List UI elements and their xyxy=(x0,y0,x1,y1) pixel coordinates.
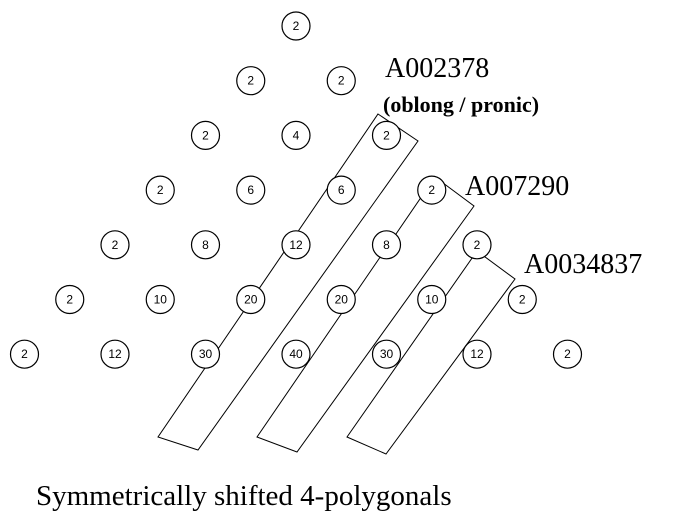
triangle-node-value: 6 xyxy=(338,183,345,197)
triangle-node-circle xyxy=(236,66,266,96)
triangle-node-value: 30 xyxy=(199,347,213,361)
triangle-node-circle xyxy=(145,175,175,205)
triangle-node-circle xyxy=(9,339,40,369)
triangle-node-value: 2 xyxy=(112,238,119,252)
triangle-node-value: 20 xyxy=(335,293,349,307)
triangle-node-circle xyxy=(326,175,356,205)
triangle-node-circle xyxy=(100,339,130,369)
triangle-node-value: 20 xyxy=(244,293,258,307)
triangle-node-circle xyxy=(371,120,402,150)
triangle-node-circle xyxy=(462,339,492,369)
diagonal-bands xyxy=(157,113,516,455)
triangle-node-value: 10 xyxy=(425,293,439,307)
triangle-node-value: 2 xyxy=(428,183,435,197)
triangle-node-circle xyxy=(236,284,266,315)
triangle-node-value: 2 xyxy=(157,183,164,197)
triangle-node-circle xyxy=(236,175,266,205)
label-oblong-pronic: (oblong / pronic) xyxy=(383,92,539,117)
triangle-node-value: 2 xyxy=(21,347,28,361)
triangle-node-circle xyxy=(145,284,175,315)
triangle-node-circle xyxy=(281,230,311,260)
triangle-node-circle xyxy=(462,230,492,260)
band-a0034837 xyxy=(346,250,516,455)
triangle-node-circle xyxy=(507,284,537,315)
triangle-node-value: 8 xyxy=(383,238,390,252)
label-a0034837: A0034837 xyxy=(524,249,642,280)
label-a007290: A007290 xyxy=(465,171,569,202)
triangle-node-circle xyxy=(371,339,402,369)
number-nodes: 2 2 2 2 4 2 2 6 6 2 2 8 12 8 2 2 10 20 20 10 2 2 12 30 40 30 12 2 xyxy=(9,11,583,369)
triangle-node-circle xyxy=(55,284,85,315)
triangle-node-value: 8 xyxy=(202,238,209,252)
triangle-node-value: 30 xyxy=(380,347,394,361)
triangle-node-value: 6 xyxy=(247,183,254,197)
triangle-node-value: 40 xyxy=(289,347,303,361)
triangle-node-circle xyxy=(281,339,311,369)
band-a007290 xyxy=(256,176,475,453)
triangle-node-circle xyxy=(326,284,356,315)
triangle-node-value: 2 xyxy=(293,19,300,33)
triangle-node-circle xyxy=(552,339,583,369)
triangle-node-value: 12 xyxy=(108,347,122,361)
triangle-node-value: 2 xyxy=(338,74,345,88)
triangle-node-circle xyxy=(190,230,221,260)
triangle-node-value: 2 xyxy=(383,128,390,142)
triangle-node-circle xyxy=(281,11,311,41)
triangle-node-circle xyxy=(417,175,447,205)
triangle-node-value: 2 xyxy=(474,238,481,252)
triangle-node-value: 10 xyxy=(154,293,168,307)
triangle-node-value: 2 xyxy=(564,347,571,361)
diagram-caption: Symmetrically shifted 4-polygonals xyxy=(36,480,452,512)
triangle-node-value: 4 xyxy=(293,128,300,142)
band-a002378 xyxy=(157,113,419,451)
triangle-node-circle xyxy=(190,339,221,369)
label-a002378: A002378 xyxy=(385,53,489,84)
triangle-node-value: 12 xyxy=(289,238,303,252)
triangle-node-circle xyxy=(190,120,221,150)
triangle-node-circle xyxy=(417,284,447,315)
triangle-node-value: 2 xyxy=(247,74,254,88)
triangle-node-circle xyxy=(100,230,130,260)
triangle-node-value: 2 xyxy=(202,128,209,142)
triangle-node-value: 12 xyxy=(470,347,484,361)
triangle-node-circle xyxy=(281,120,311,150)
triangle-node-circle xyxy=(326,66,356,96)
triangle-node-value: 2 xyxy=(519,293,526,307)
triangle-node-value: 2 xyxy=(66,293,73,307)
triangle-node-circle xyxy=(371,230,402,260)
